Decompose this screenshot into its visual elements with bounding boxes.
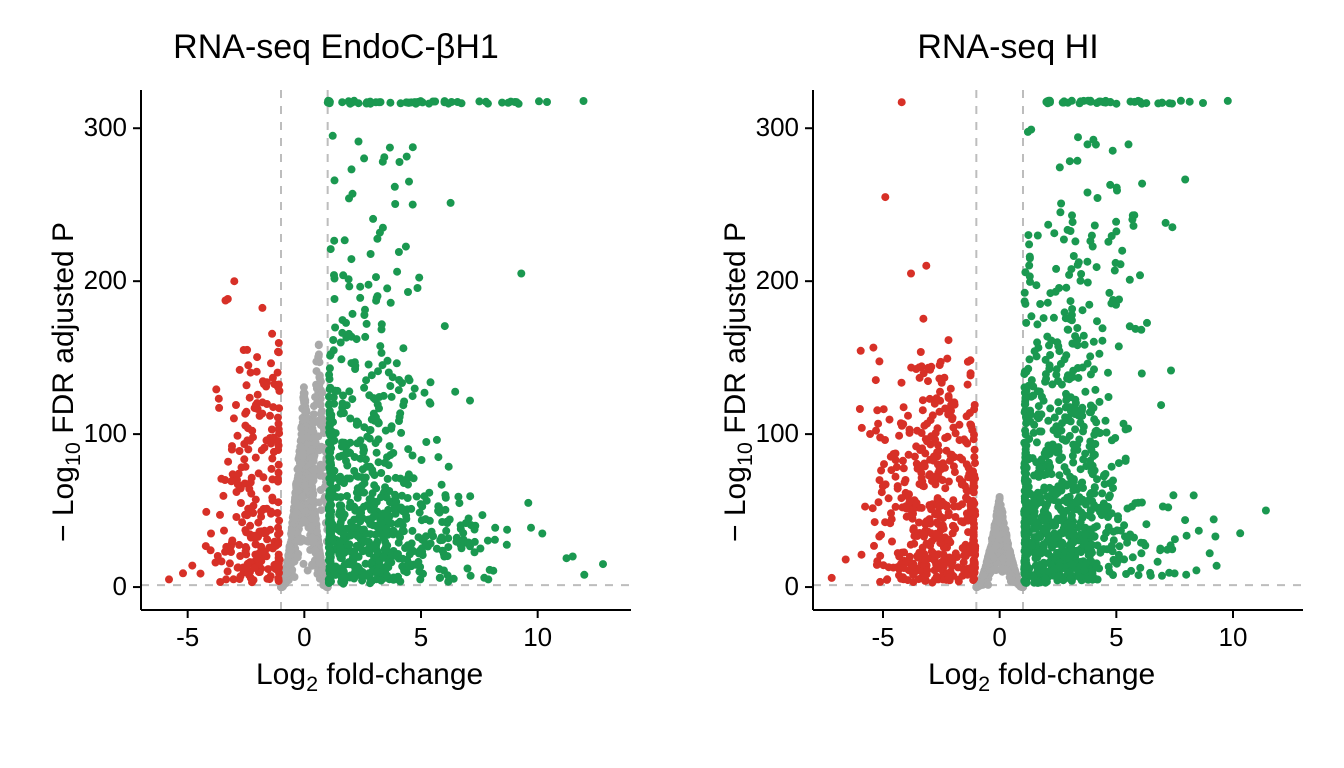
y-tick-label: 300 bbox=[756, 112, 799, 143]
x-tick-label: -5 bbox=[871, 622, 894, 653]
scatter-points bbox=[165, 97, 607, 591]
x-tick-label: 5 bbox=[414, 622, 428, 653]
y-axis-label: − Log10 FDR adjusted P bbox=[47, 222, 81, 542]
y-tick-label: 0 bbox=[785, 571, 799, 602]
x-tick-label: 10 bbox=[523, 622, 552, 653]
x-tick-label: 0 bbox=[992, 622, 1006, 653]
y-tick-label: 0 bbox=[113, 571, 127, 602]
y-axis-label: − Log10 FDR adjusted P bbox=[719, 222, 753, 542]
x-tick-label: -5 bbox=[176, 622, 199, 653]
x-tick-label: 0 bbox=[297, 622, 311, 653]
y-tick-label: 100 bbox=[84, 418, 127, 449]
x-tick-label: 5 bbox=[1109, 622, 1123, 653]
panel-hi: RNA-seq HI-505100100200300− Log10 FDR ad… bbox=[693, 20, 1323, 720]
volcano-figure: RNA-seq EndoC-βH1-505100100200300− Log10… bbox=[0, 0, 1344, 768]
x-axis-label: Log2 fold-change bbox=[928, 658, 1155, 692]
scatter-points bbox=[828, 97, 1270, 591]
y-tick-label: 100 bbox=[756, 418, 799, 449]
y-tick-label: 200 bbox=[756, 265, 799, 296]
y-tick-label: 300 bbox=[84, 112, 127, 143]
y-tick-label: 200 bbox=[84, 265, 127, 296]
x-axis-label: Log2 fold-change bbox=[256, 658, 483, 692]
panel-endoc: RNA-seq EndoC-βH1-505100100200300− Log10… bbox=[21, 20, 651, 720]
x-tick-label: 10 bbox=[1219, 622, 1248, 653]
